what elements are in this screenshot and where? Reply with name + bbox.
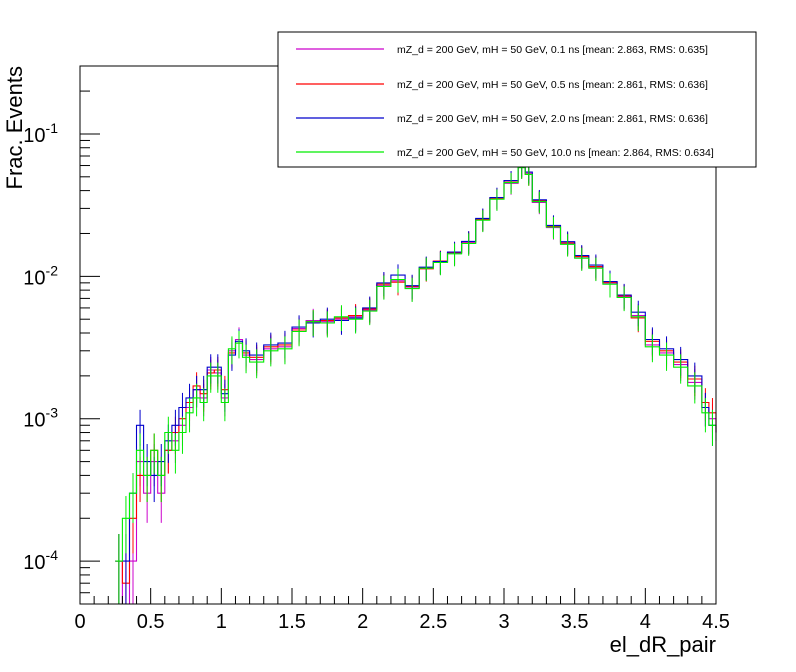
x-tick-label: 4.5 [702,611,730,633]
x-tick-label: 1 [216,611,227,633]
legend-label-1: mZ_d = 200 GeV, mH = 50 GeV, 0.5 ns [mea… [397,79,708,91]
series-1 [115,157,717,604]
x-tick-label: 4 [640,611,651,633]
y-tick-exponent: -3 [46,405,59,421]
x-tick-label: 1.5 [278,611,306,633]
y-axis: 10-410-310-210-1 [23,90,100,605]
y-tick-label: 10-3 [23,405,58,432]
series-2-line [115,164,717,562]
series-2 [115,156,717,604]
y-tick-exponent: -2 [46,262,59,278]
series-0 [115,158,717,605]
x-tick-label: 2 [357,611,368,633]
series-layer [115,156,717,605]
series-3 [115,158,717,604]
y-tick-exponent: -1 [46,120,59,136]
x-axis-title: el_dR_pair [610,632,716,657]
series-0-line [115,167,717,605]
y-tick-base: 10 [23,410,45,432]
y-tick-label: 10-2 [23,262,58,289]
x-tick-label: 0 [74,611,85,633]
series-1-line [115,166,717,584]
x-tick-label: 0.5 [137,611,165,633]
y-tick-base: 10 [23,267,45,289]
legend-label-0: mZ_d = 200 GeV, mH = 50 GeV, 0.1 ns [mea… [397,44,708,56]
legend-label-2: mZ_d = 200 GeV, mH = 50 GeV, 2.0 ns [mea… [397,113,708,125]
series-3-line [115,167,717,562]
x-tick-label: 2.5 [419,611,447,633]
x-axis: 0 0.5 1 1.5 2 2.5 3 3.5 4 4.5 [74,588,730,633]
y-tick-exponent: -4 [46,547,59,563]
legend-box [277,31,757,168]
x-tick-label: 3 [498,611,509,633]
y-tick-base: 10 [23,552,45,574]
y-tick-label: 10-4 [23,547,58,574]
legend: mZ_d = 200 GeV, mH = 50 GeV, 0.1 ns [mea… [277,31,757,168]
legend-label-3: mZ_d = 200 GeV, mH = 50 GeV, 10.0 ns [me… [397,147,714,159]
y-tick-base: 10 [23,125,45,147]
y-tick-label: 10-1 [23,120,58,147]
y-axis-title: Frac. Events [2,66,27,189]
x-tick-label: 3.5 [561,611,589,633]
